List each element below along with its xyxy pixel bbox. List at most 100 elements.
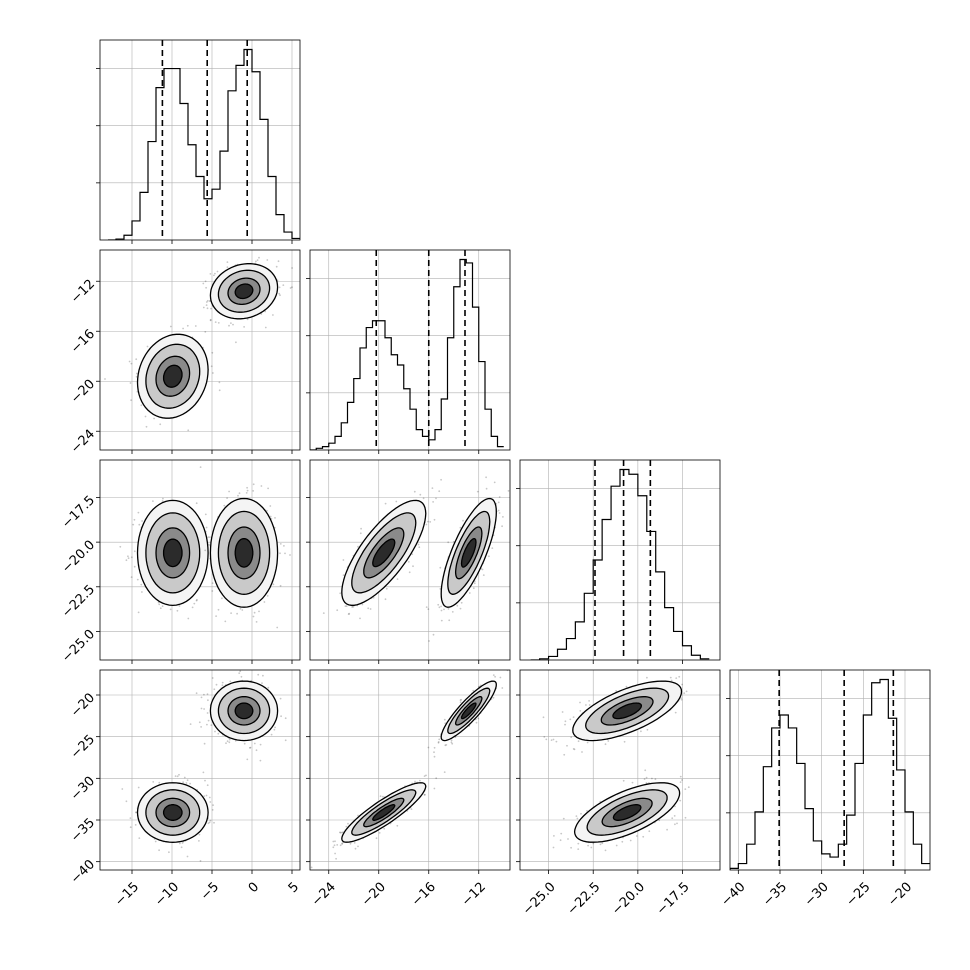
sample-point	[136, 578, 139, 581]
density-contour	[162, 538, 183, 568]
sample-point	[230, 322, 232, 324]
sample-point	[687, 786, 690, 789]
sample-point	[498, 512, 501, 514]
sample-point	[433, 746, 436, 749]
sample-point	[132, 523, 135, 526]
sample-point	[146, 345, 149, 348]
sample-point	[485, 476, 487, 479]
sample-point	[202, 282, 205, 285]
sample-point	[210, 724, 213, 726]
sample-point	[545, 738, 548, 741]
sample-point	[153, 417, 156, 420]
sample-point	[435, 777, 438, 780]
sample-point	[645, 776, 648, 779]
sample-point	[450, 741, 453, 744]
sample-point	[384, 502, 387, 505]
sample-point	[213, 274, 215, 277]
sample-point	[141, 591, 143, 593]
sample-point	[205, 304, 208, 306]
sample-point	[211, 809, 214, 811]
sample-point	[447, 541, 450, 544]
sample-point	[204, 779, 206, 782]
sample-point	[411, 553, 414, 556]
sample-point	[266, 259, 269, 261]
sample-point	[125, 800, 128, 803]
sample-point	[333, 844, 336, 847]
sample-point	[462, 519, 464, 522]
sample-point	[209, 801, 212, 803]
sample-point	[119, 545, 122, 548]
sample-point	[189, 782, 192, 785]
sample-point	[218, 381, 221, 384]
sample-point	[515, 444, 517, 446]
sample-point	[228, 741, 231, 744]
sample-point	[215, 683, 218, 686]
sample-point	[145, 425, 148, 428]
sample-point	[269, 515, 272, 518]
sample-point	[256, 259, 259, 261]
sample-point	[134, 824, 137, 826]
sample-point	[181, 842, 184, 844]
density-contour	[612, 804, 642, 821]
sample-point	[187, 617, 190, 620]
sample-point	[130, 576, 133, 578]
sample-point	[208, 300, 211, 302]
panel-frame	[309, 249, 511, 451]
sample-point	[249, 668, 251, 670]
sample-point	[577, 842, 580, 845]
sample-point	[221, 684, 224, 687]
sample-point	[154, 840, 157, 843]
sample-point	[432, 633, 435, 636]
sample-point	[195, 599, 198, 602]
sample-point	[206, 712, 209, 714]
sample-point	[459, 526, 462, 529]
sample-point	[168, 851, 170, 854]
sample-point	[137, 511, 140, 514]
sample-point	[651, 777, 653, 780]
sample-point	[357, 845, 359, 848]
density-contour	[234, 283, 254, 300]
sample-point	[211, 677, 214, 679]
sample-point	[577, 740, 580, 743]
sample-point	[186, 779, 189, 782]
sample-point	[334, 852, 336, 855]
sample-point	[226, 266, 229, 269]
sample-point	[685, 690, 688, 693]
sample-point	[214, 272, 216, 275]
sample-point	[456, 604, 459, 607]
sample-point	[185, 782, 188, 784]
density-contour	[234, 702, 254, 720]
sample-point	[615, 690, 617, 692]
sample-point	[211, 582, 214, 584]
sample-point	[206, 307, 209, 310]
sample-point	[121, 788, 124, 790]
sample-point	[223, 504, 226, 507]
scatter-panel-1-0	[100, 250, 300, 450]
sample-point	[424, 793, 426, 796]
sample-point	[635, 835, 638, 837]
sample-point	[207, 822, 210, 825]
sample-point	[623, 740, 626, 743]
sample-point	[137, 611, 140, 614]
sample-point	[396, 824, 399, 827]
sample-point	[205, 794, 208, 797]
sample-point	[284, 717, 287, 720]
sample-point	[186, 855, 189, 858]
sample-point	[674, 823, 676, 826]
sample-point	[359, 532, 362, 535]
sample-point	[140, 404, 143, 407]
sample-point	[161, 500, 164, 502]
sample-point	[258, 256, 260, 259]
sample-point	[347, 613, 350, 615]
sample-point	[209, 318, 212, 321]
density-contour	[234, 537, 254, 568]
sample-point	[679, 781, 682, 783]
sample-point	[252, 483, 255, 486]
sample-point	[494, 675, 496, 678]
sample-point	[348, 612, 351, 615]
sample-point	[203, 742, 206, 745]
sample-point	[241, 609, 244, 611]
sample-point	[433, 518, 436, 521]
sample-point	[431, 487, 434, 489]
histogram-panel-1-1	[310, 250, 510, 450]
